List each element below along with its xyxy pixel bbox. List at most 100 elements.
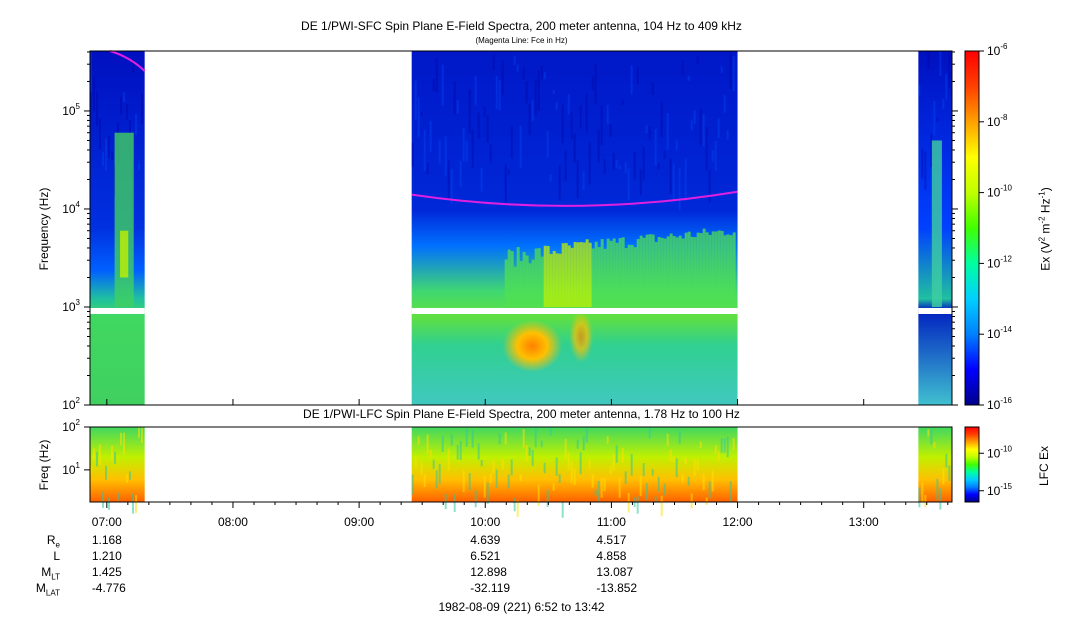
lfc-texture [702,473,705,491]
spectrogram-texture [471,129,474,169]
spectrogram-texture [642,147,645,180]
x-tick-label: 11:00 [597,515,626,529]
spectrogram-texture [651,82,654,96]
spectrogram-texture [141,93,143,125]
spectrogram-texture [426,162,429,175]
lfc-texture [459,440,462,460]
spectrogram-texture [123,92,125,103]
lfc-texture [558,474,561,483]
emission-band [588,242,592,307]
y-tick-exponent: 5 [76,102,81,111]
spectrogram-texture [411,142,414,167]
lfc-texture [498,433,501,445]
lfc-texture [942,468,945,485]
emission-band [618,238,622,307]
emission-band [651,234,655,307]
spectrogram-texture [657,163,660,170]
ephemeris-value: -32.119 [470,581,511,595]
spectrogram-texture [615,159,618,169]
emission-band [681,238,685,307]
spectrogram-texture [93,77,95,111]
spectrogram-texture [489,144,492,164]
lfc-texture [585,427,588,443]
spectrogram-texture [708,170,711,203]
x-tick-label: 12:00 [723,515,753,529]
spectrogram-texture [933,100,936,136]
lfc-texture [618,478,621,498]
x-tick-label: 13:00 [849,515,879,529]
spectrogram-texture [564,150,567,181]
spectrogram-texture [927,51,930,70]
lfc-texture [480,459,483,467]
spectrogram-texture [120,97,122,115]
lfc-texture [627,492,630,513]
spectrogram-texture [480,168,483,192]
emission-band [540,256,544,307]
emission-band [570,247,574,307]
lfc-texture [561,501,564,518]
spectrogram-texture [90,51,92,92]
lfc-texture [105,465,107,480]
emission-band [546,246,550,307]
lfc-texture [510,459,513,476]
lfc-texture [921,482,924,503]
colorbar-tick-exponent: -10 [1000,444,1012,453]
lfc-texture [432,459,435,469]
lfc-texture [465,429,468,447]
colorbar-tick-exponent: -14 [1000,325,1012,334]
emission-band [687,231,691,307]
lfc-texture [669,449,672,462]
spectrogram-texture [447,160,450,199]
intensity-peak [569,310,594,363]
emission-band [654,241,658,307]
spectrogram-texture [639,169,642,196]
lfc-texture [717,451,720,461]
lfc-texture [714,445,717,454]
emission-band [714,231,718,307]
ephemeris-row-subscript: LAT [45,588,60,598]
lfc-texture [507,474,510,489]
spectrogram-texture [696,56,699,65]
lfc-texture [927,429,930,437]
lfc-texture [945,453,948,468]
spectrogram-texture [132,58,134,74]
spectrogram-texture [672,163,675,202]
emission-band [591,248,595,307]
lfc-texture [573,468,576,485]
spectrogram-texture [948,53,951,89]
spectrogram-texture [531,100,534,121]
emission-band [561,243,565,307]
spectrogram-texture [939,51,942,76]
emission-band [666,236,670,307]
colorbar-tick-exponent: -8 [1000,113,1008,122]
emission-band [732,232,736,307]
lfc-texture [504,432,507,445]
spectrogram-texture [630,65,633,95]
emission-band [657,236,661,307]
lfc-texture [678,430,681,445]
lfc-segment [411,427,738,502]
colorbar-layer: 10-6 10-8 10-10 10-12 10-14 10-16 10-10 10-15 [964,42,1012,503]
spectrogram-texture [585,93,588,133]
ephemeris-value: 1.425 [91,565,122,579]
lfc-texture [135,495,137,514]
lfc-texture [564,439,567,460]
lfc-colorbar-label: LFC Ex [1037,445,1051,487]
spectrogram-texture [126,104,128,120]
lfc-texture [117,492,119,501]
lfc-texture [621,447,624,463]
spectrogram-texture [567,94,570,115]
ephemeris-value: 13.087 [596,565,634,579]
spectrogram-texture [693,110,696,124]
spectrogram-texture [636,66,639,85]
y-tick-label: 104 [62,200,80,216]
lfc-texture [441,436,444,453]
sfc-plot-frame [89,50,953,406]
lfc-texture [936,478,939,501]
date-range: 1982-08-09 (221) 6:52 to 13:42 [438,600,605,614]
lfc-texture [513,497,516,512]
spectrogram-texture [465,140,468,162]
ephemeris-row-label: MLT [41,565,60,582]
lfc-texture [471,430,474,448]
spectrogram-texture [462,128,465,162]
